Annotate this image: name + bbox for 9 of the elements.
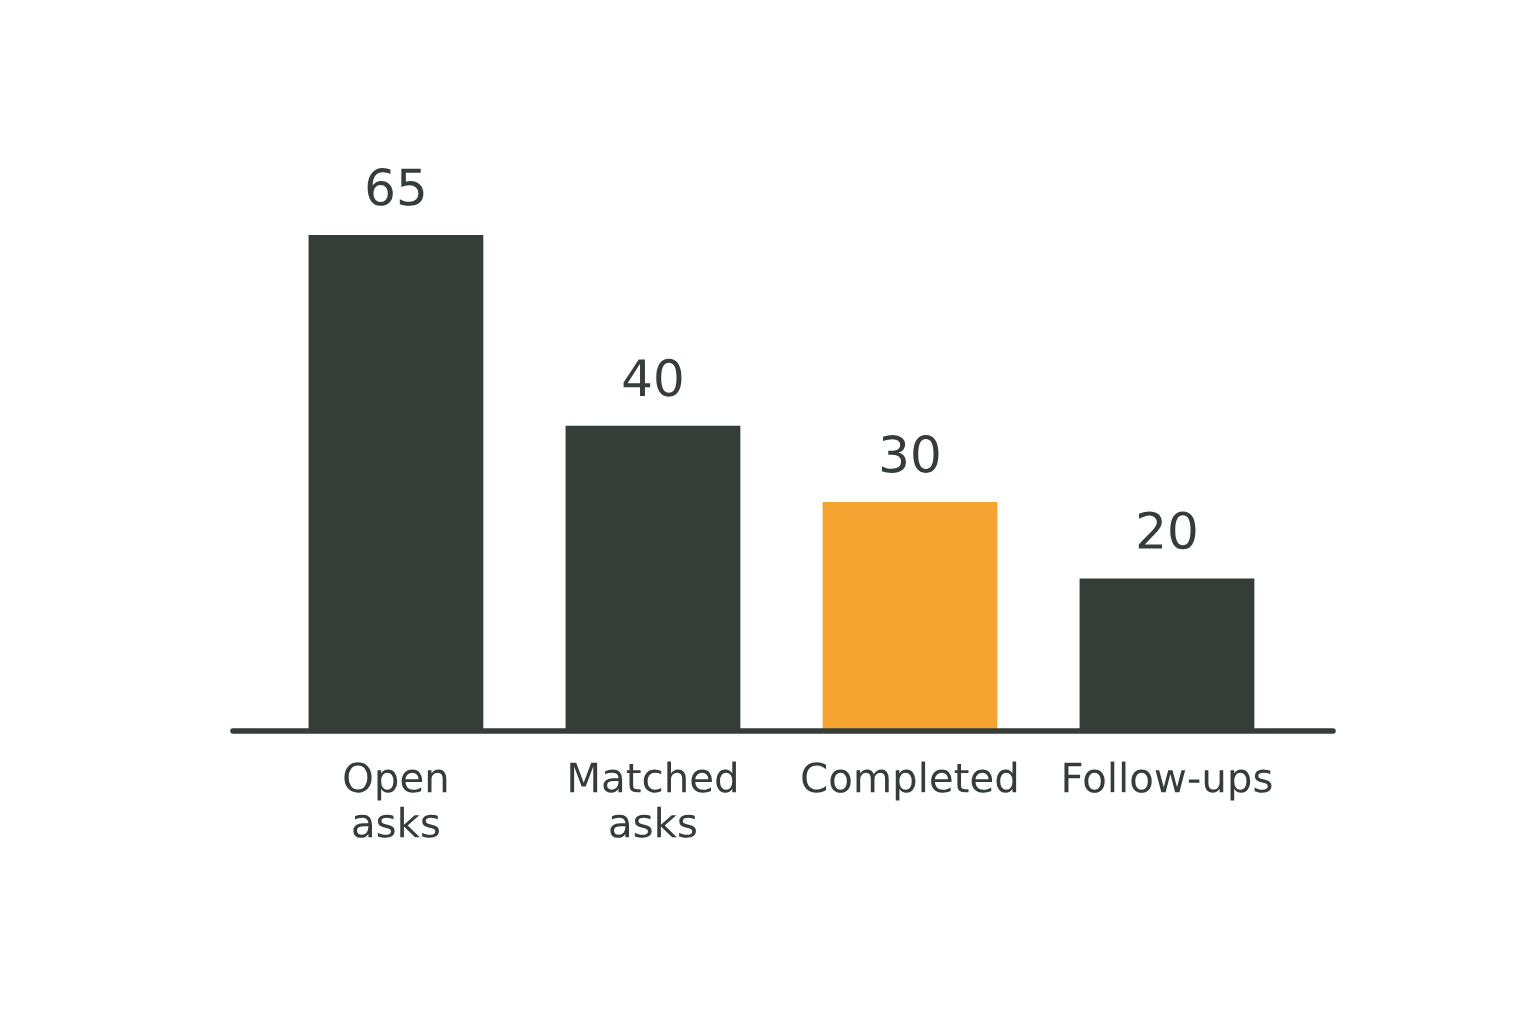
data-label: 40 — [623, 358, 682, 397]
data-label: 65 — [367, 168, 424, 206]
x-tick-label: Completed — [802, 761, 1017, 801]
data-label: 30 — [881, 435, 939, 473]
data-label: 20 — [1138, 511, 1196, 550]
x-tick-label: Open asks — [344, 762, 447, 838]
x-tick-label: Matched asks — [570, 761, 736, 838]
x-tick-label: Follow-ups — [1064, 761, 1272, 801]
bar — [822, 502, 998, 731]
